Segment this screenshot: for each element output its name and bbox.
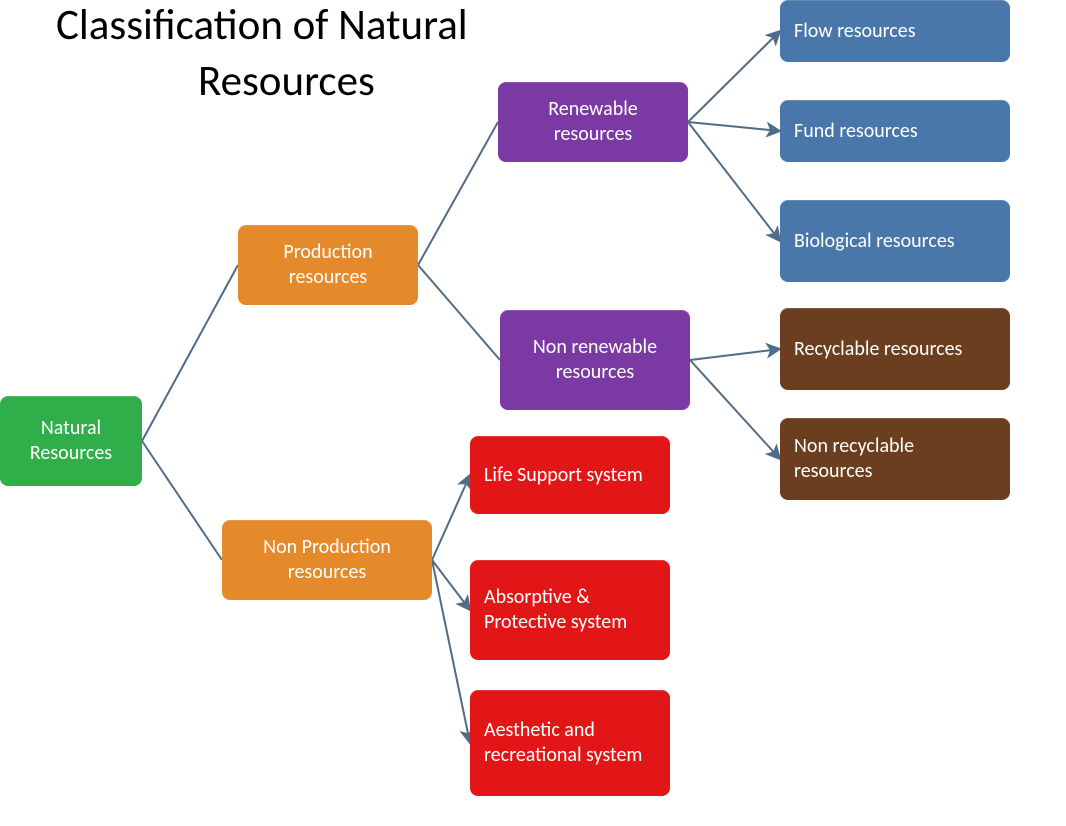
node-prod: Production resources — [238, 225, 418, 305]
edge-ren-fund — [688, 122, 780, 131]
node-recy: Recyclable resources — [780, 308, 1010, 390]
node-ren: Renewable resources — [498, 82, 688, 162]
page-title-line-2: Resources — [198, 56, 375, 105]
node-life: Life Support system — [470, 436, 670, 514]
edge-nprod-life — [432, 475, 470, 560]
edge-ren-bio — [688, 122, 780, 241]
node-label-life: Life Support system — [484, 463, 643, 488]
node-label-bio: Biological resources — [794, 229, 955, 254]
edge-root-nprod — [142, 441, 222, 560]
node-bio: Biological resources — [780, 200, 1010, 282]
node-label-aest: Aesthetic and recreational system — [484, 718, 656, 768]
edge-prod-ren — [418, 122, 498, 265]
edge-prod-nren — [418, 265, 500, 360]
node-label-nrecy: Non recyclable resources — [794, 434, 996, 484]
node-label-fund: Fund resources — [794, 119, 918, 144]
node-label-abs: Absorptive & Protective system — [484, 585, 656, 635]
edge-ren-flow — [688, 31, 780, 122]
edge-nprod-abs — [432, 560, 470, 610]
node-label-root: Natural Resources — [14, 416, 128, 466]
node-abs: Absorptive & Protective system — [470, 560, 670, 660]
node-aest: Aesthetic and recreational system — [470, 690, 670, 796]
page-title-line-1: Classification of Natural — [56, 0, 468, 49]
node-fund: Fund resources — [780, 100, 1010, 162]
node-label-nprod: Non Production resources — [236, 535, 418, 585]
node-flow: Flow resources — [780, 0, 1010, 62]
edge-nprod-aest — [432, 560, 470, 743]
node-label-ren: Renewable resources — [512, 97, 674, 147]
node-nren: Non renewable resources — [500, 310, 690, 410]
node-label-flow: Flow resources — [794, 19, 916, 44]
node-label-recy: Recyclable resources — [794, 337, 962, 362]
node-nprod: Non Production resources — [222, 520, 432, 600]
edge-nren-recy — [690, 349, 780, 360]
edge-nren-nrecy — [690, 360, 780, 459]
node-label-nren: Non renewable resources — [514, 335, 676, 385]
node-label-prod: Production resources — [252, 240, 404, 290]
node-nrecy: Non recyclable resources — [780, 418, 1010, 500]
node-root: Natural Resources — [0, 396, 142, 486]
edge-root-prod — [142, 265, 238, 441]
